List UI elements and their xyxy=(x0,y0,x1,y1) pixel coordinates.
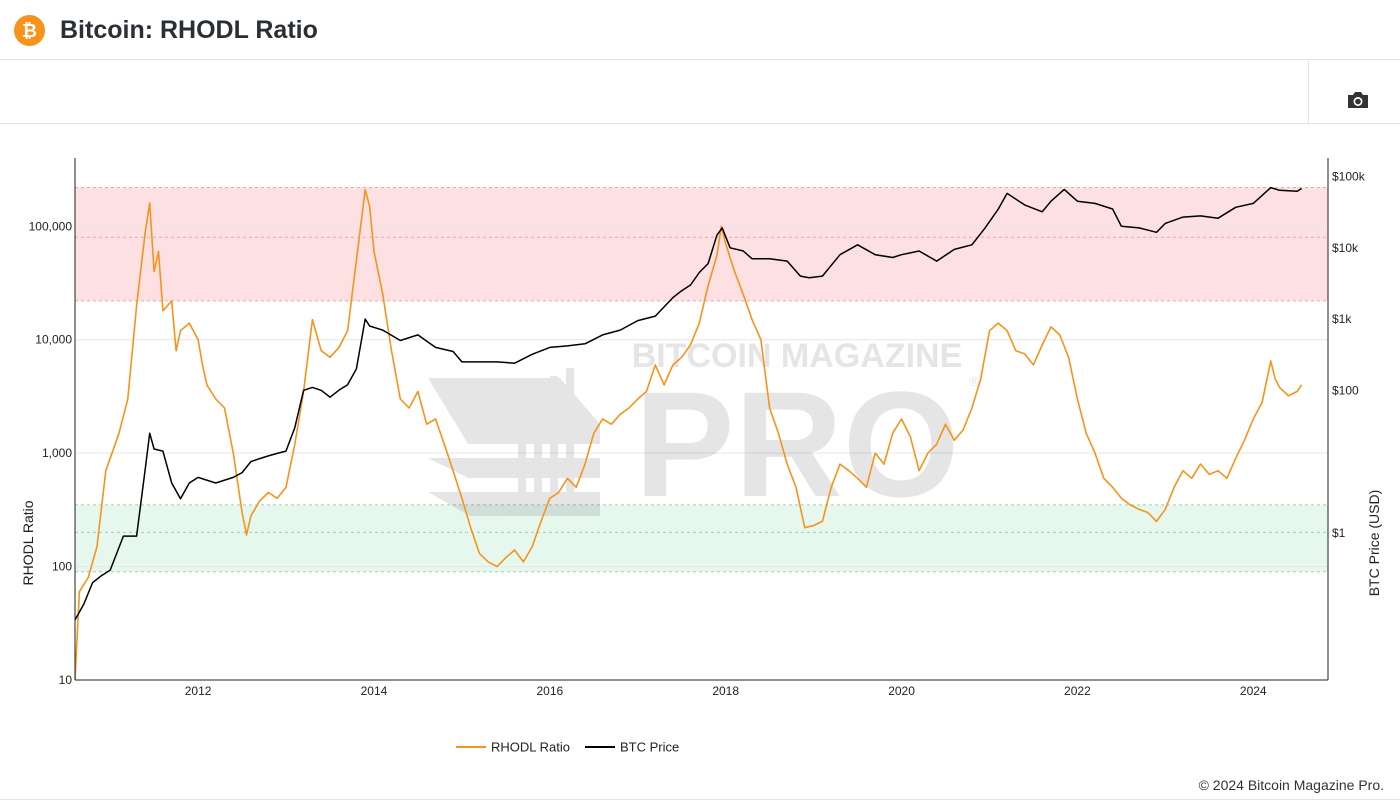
series-line-rhodl xyxy=(75,188,1303,680)
y2-axis-title: BTC Price (USD) xyxy=(1366,490,1382,597)
y-tick-label: 10,000 xyxy=(35,333,72,347)
band-top xyxy=(75,187,1328,301)
watermark-registered-mark: ® xyxy=(969,373,980,389)
y2-tick-label: $1 xyxy=(1332,526,1346,540)
axes-layer xyxy=(74,158,1329,681)
series-layer xyxy=(75,186,1303,680)
x-tick-label: 2024 xyxy=(1240,684,1267,698)
band-bottom xyxy=(75,504,1328,572)
page-title: Bitcoin: RHODL Ratio xyxy=(60,16,318,44)
y-tick-label: 100 xyxy=(52,560,72,574)
x-tick-label: 2014 xyxy=(361,684,388,698)
y-axis-title: RHODL Ratio xyxy=(20,500,36,585)
watermark-title: BITCOIN MAGAZINE xyxy=(632,337,963,375)
x-tick-label: 2020 xyxy=(888,684,915,698)
legend: RHODL Ratio BTC Price xyxy=(456,740,679,755)
y2-tick-label: $100 xyxy=(1332,383,1359,397)
header: ₿ Bitcoin: RHODL Ratio xyxy=(0,0,1400,60)
legend-item-rhodl[interactable]: RHODL Ratio xyxy=(456,740,570,755)
watermark: BITCOIN MAGAZINE PRO ® xyxy=(428,337,980,528)
bitcoin-logo-icon: ₿ xyxy=(14,15,45,46)
chart-toolbar xyxy=(0,60,1400,124)
x-tick-label: 2012 xyxy=(185,684,212,698)
y2-tick-label: $1k xyxy=(1332,312,1352,326)
y-tick-label: 1,000 xyxy=(42,446,72,460)
bands-layer xyxy=(75,186,1328,573)
legend-label-rhodl: RHODL Ratio xyxy=(491,740,570,755)
series-line-btc-price xyxy=(75,186,1303,621)
legend-label-btc-price: BTC Price xyxy=(620,740,679,755)
toolbar-divider xyxy=(1308,60,1309,123)
watermark-pro: PRO xyxy=(634,360,959,528)
camera-icon[interactable] xyxy=(1345,88,1371,112)
y2-tick-label: $100k xyxy=(1332,170,1366,184)
chart: BITCOIN MAGAZINE PRO ® 2012 2014 2016 2018 2… xyxy=(20,158,1382,755)
ticks-layer: 2012 2014 2016 2018 2020 2022 2024 10 100 1,000 10… xyxy=(29,170,1366,698)
svg-text:₿: ₿ xyxy=(22,20,37,41)
x-tick-label: 2018 xyxy=(712,684,739,698)
y-tick-label: 100,000 xyxy=(29,219,73,233)
x-tick-label: 2022 xyxy=(1064,684,1091,698)
watermark-logo-mark xyxy=(428,368,600,516)
footer: © 2024 Bitcoin Magazine Pro. xyxy=(0,772,1400,800)
legend-item-btc-price[interactable]: BTC Price xyxy=(585,740,679,755)
x-tick-label: 2016 xyxy=(536,684,563,698)
y2-tick-label: $10k xyxy=(1332,241,1359,255)
y-tick-label: 10 xyxy=(59,673,73,687)
copyright-text: © 2024 Bitcoin Magazine Pro. xyxy=(1198,777,1384,793)
